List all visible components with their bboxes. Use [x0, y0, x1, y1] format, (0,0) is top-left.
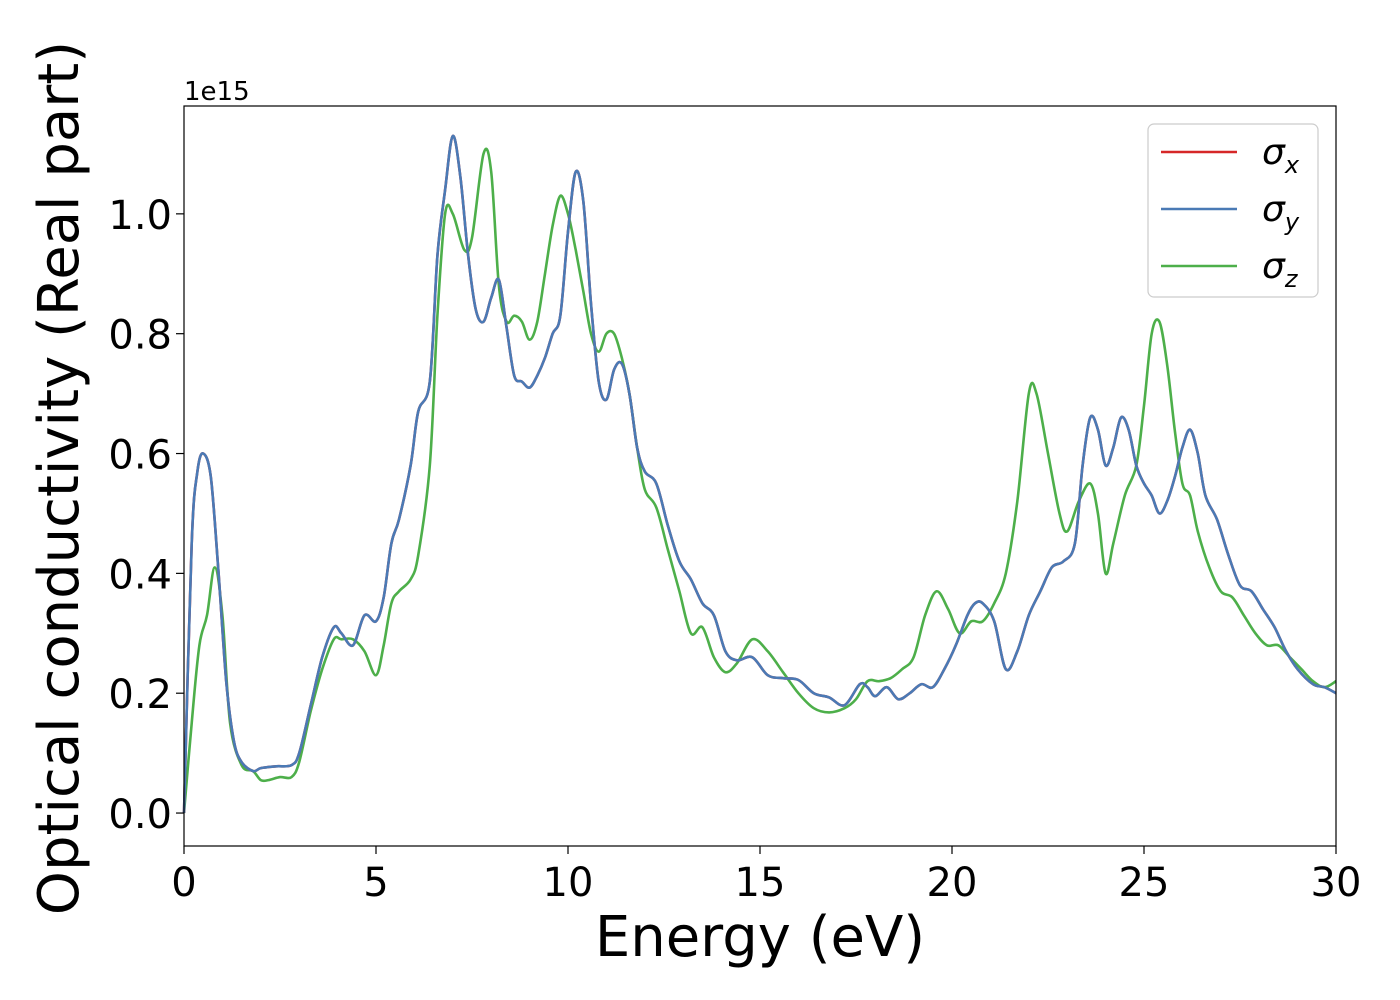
x-tick-label: 10 — [543, 860, 594, 906]
y-tick-label: 0.6 — [108, 433, 172, 479]
legend-label-z: σz — [1262, 246, 1299, 293]
legend-label-y: σy — [1262, 189, 1300, 236]
series-layer — [182, 134, 1337, 814]
x-tick-label: 0 — [171, 860, 196, 906]
y-tick-label: 0.8 — [108, 313, 172, 359]
y-tick-label: 0.0 — [108, 792, 172, 838]
x-tick-label: 5 — [363, 860, 388, 906]
x-axis-label: Energy (eV) — [595, 905, 925, 970]
y-tick-label: 0.2 — [108, 672, 172, 718]
legend-label-x: σx — [1262, 132, 1300, 179]
legend-box — [1147, 123, 1319, 298]
y-tick-label: 0.4 — [108, 552, 172, 598]
legend: σx σy σz — [1147, 123, 1319, 298]
y-axis: 0.0 0.2 0.4 0.6 0.8 1.0 — [108, 193, 184, 838]
x-tick-label: 15 — [735, 860, 786, 906]
plot-area — [184, 106, 1336, 846]
y-axis-label: Optical conductivity (Real part) — [27, 41, 92, 915]
x-tick-label: 20 — [927, 860, 978, 906]
x-tick-label: 30 — [1311, 860, 1362, 906]
x-axis: 0 5 10 15 20 25 30 — [171, 846, 1361, 906]
y-tick-label: 1.0 — [108, 193, 172, 239]
y-offset-label: 1e15 — [184, 77, 250, 107]
series-line-z — [182, 147, 1337, 814]
series-line-y — [182, 134, 1337, 814]
x-tick-label: 25 — [1119, 860, 1170, 906]
